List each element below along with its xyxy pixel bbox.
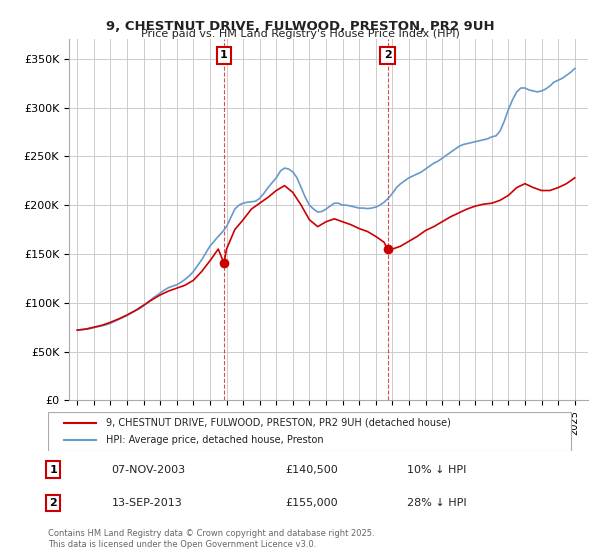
Text: £140,500: £140,500: [286, 465, 338, 475]
Text: 07-NOV-2003: 07-NOV-2003: [112, 465, 185, 475]
Text: HPI: Average price, detached house, Preston: HPI: Average price, detached house, Pres…: [106, 435, 324, 445]
Text: 1: 1: [49, 465, 57, 475]
Text: 1: 1: [220, 50, 228, 60]
Text: 13-SEP-2013: 13-SEP-2013: [112, 498, 182, 508]
Text: 9, CHESTNUT DRIVE, FULWOOD, PRESTON, PR2 9UH (detached house): 9, CHESTNUT DRIVE, FULWOOD, PRESTON, PR2…: [106, 418, 451, 428]
Text: 2: 2: [383, 50, 391, 60]
Text: 28% ↓ HPI: 28% ↓ HPI: [407, 498, 467, 508]
Text: £155,000: £155,000: [286, 498, 338, 508]
Text: Price paid vs. HM Land Registry's House Price Index (HPI): Price paid vs. HM Land Registry's House …: [140, 29, 460, 39]
Text: 10% ↓ HPI: 10% ↓ HPI: [407, 465, 466, 475]
FancyBboxPatch shape: [48, 412, 571, 451]
Text: Contains HM Land Registry data © Crown copyright and database right 2025.
This d: Contains HM Land Registry data © Crown c…: [48, 529, 374, 549]
Text: 2: 2: [49, 498, 57, 508]
Text: 9, CHESTNUT DRIVE, FULWOOD, PRESTON, PR2 9UH: 9, CHESTNUT DRIVE, FULWOOD, PRESTON, PR2…: [106, 20, 494, 32]
